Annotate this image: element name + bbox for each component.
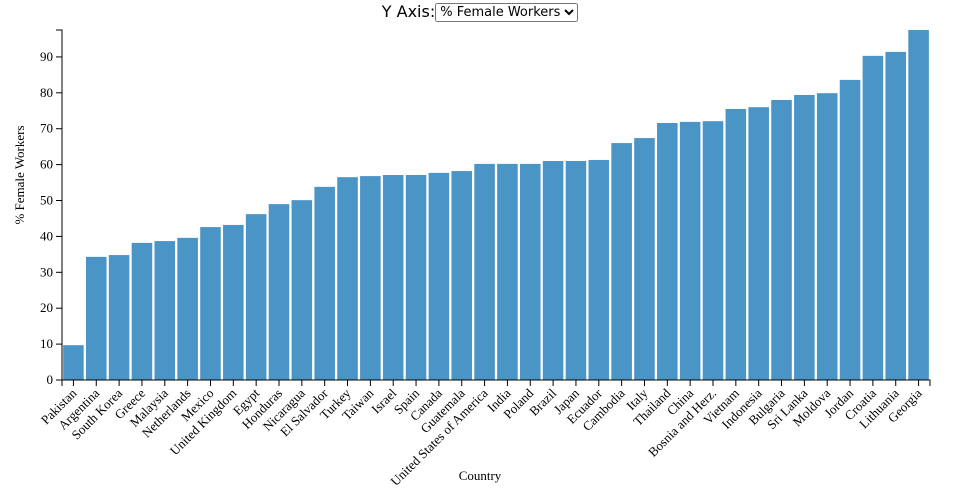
bar [565,161,587,380]
y-axis-label: % Female Workers [12,125,27,224]
x-axis-label: Country [459,468,502,483]
y-tick-label: 0 [47,372,54,387]
bar [85,256,107,380]
bar [862,55,884,380]
y-tick-label: 10 [40,336,53,351]
y-tick-label: 30 [40,264,53,279]
bar [177,237,198,380]
y-tick-label: 70 [40,121,53,136]
bar [679,121,701,381]
control-label: Y Axis: [381,2,436,21]
bar [885,51,907,381]
bar [839,79,861,381]
y-tick-label: 60 [40,157,53,172]
y-tick-label: 80 [40,85,53,100]
bar [108,255,130,380]
bar [588,159,610,380]
bar [816,93,838,380]
bar [291,200,313,380]
bar [794,94,815,380]
bar [337,177,358,380]
bar [245,214,267,380]
bar [223,224,244,380]
y-tick-label: 50 [40,193,53,208]
bar [428,172,450,380]
bar [154,241,176,380]
bar [771,100,792,380]
y-tick-label: 20 [40,300,53,315]
bar [748,107,769,380]
bar [702,121,724,380]
bar [611,143,632,380]
bar [360,176,381,380]
bar [725,108,747,380]
y-tick-label: 90 [40,49,53,64]
bar [200,227,221,380]
bar [268,204,290,380]
bar [382,175,404,380]
bar [451,171,473,380]
y-axis-line [56,29,63,381]
y-axis-select[interactable]: % Female Workers [435,3,579,22]
x-axis-line [61,379,931,386]
bar [634,138,655,380]
bar [908,30,929,380]
y-axis-control: Y Axis:% Female Workers [0,0,960,24]
bar [131,242,153,380]
bar [63,345,84,380]
bar [314,186,335,380]
bar [405,175,427,380]
bar [497,163,518,380]
bar [474,163,495,380]
bar [657,122,678,380]
bar [519,163,541,380]
bar [542,161,564,380]
y-tick-label: 40 [40,228,53,243]
